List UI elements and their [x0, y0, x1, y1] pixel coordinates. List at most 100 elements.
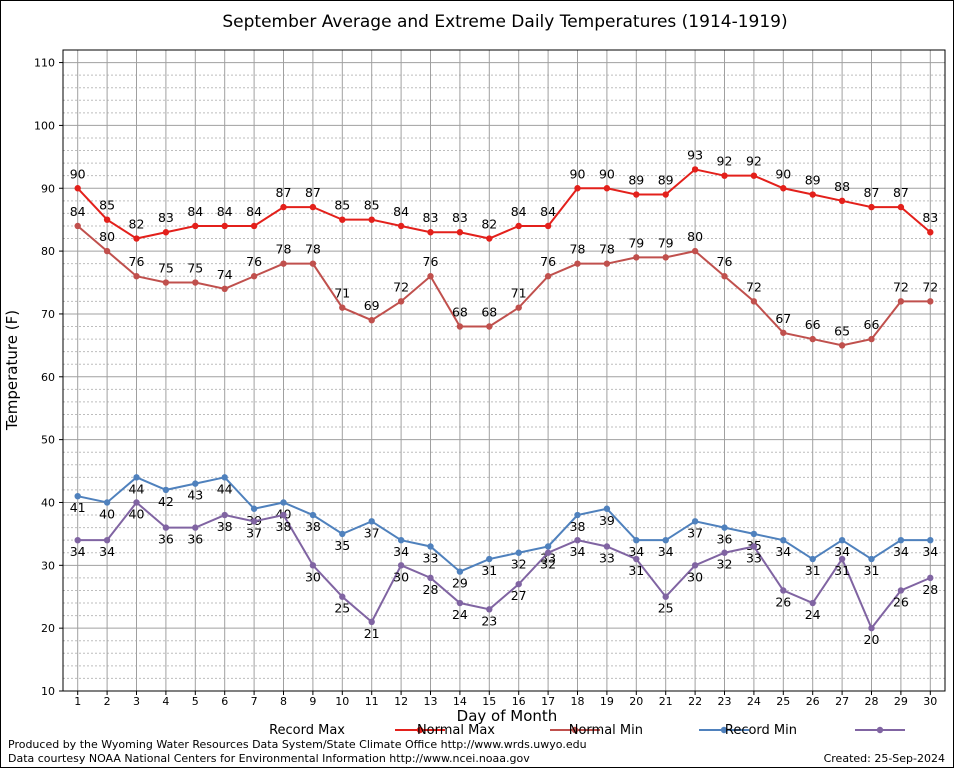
data-label: 90 — [570, 166, 586, 181]
data-label: 79 — [658, 235, 674, 250]
data-point — [809, 335, 816, 343]
data-label: 79 — [628, 235, 644, 250]
data-point — [309, 511, 317, 519]
data-label: 87 — [305, 185, 321, 200]
data-point — [633, 254, 640, 261]
data-point — [486, 555, 493, 563]
data-point — [868, 203, 875, 211]
x-tick-label: 28 — [865, 695, 879, 708]
data-point — [397, 536, 405, 544]
data-label: 38 — [217, 519, 233, 534]
x-tick-label: 9 — [309, 695, 316, 708]
data-label: 42 — [158, 494, 174, 509]
data-point — [927, 574, 934, 582]
data-point — [633, 555, 640, 563]
data-point — [162, 486, 170, 494]
series-line — [77, 476, 931, 573]
data-label: 87 — [893, 185, 909, 200]
data-point — [339, 304, 346, 311]
data-point — [750, 298, 758, 305]
data-point — [515, 580, 522, 588]
data-point — [574, 260, 581, 267]
data-label: 34 — [628, 544, 644, 559]
data-label: 33 — [540, 550, 556, 565]
data-label: 34 — [393, 544, 409, 559]
data-point — [133, 474, 140, 481]
x-axis-ticks: 1 2 3 4 5 6 7 8 9 10 11 12 13 14 15 16 17 18 19 20 21 22 23 24 2… — [74, 691, 937, 708]
series-record-max: 90 85 82 83 84 84 84 87 87 85 85 84 83 83 82 84 84 90 90 89… — [70, 147, 938, 242]
data-point — [721, 273, 728, 280]
data-point — [486, 606, 493, 613]
data-label: 36 — [187, 532, 203, 547]
x-tick-label: 11 — [365, 695, 379, 708]
data-label: 83 — [158, 210, 174, 225]
data-label: 32 — [540, 557, 556, 572]
data-label: 87 — [276, 185, 292, 200]
series-normal-min: 4140444243443940383537343329313233383934… — [70, 474, 938, 591]
data-label: 78 — [305, 242, 321, 257]
x-tick-label: 12 — [394, 695, 408, 708]
series-line — [76, 168, 931, 240]
data-point — [221, 511, 228, 519]
data-point — [339, 593, 346, 600]
data-point — [74, 222, 81, 230]
data-point — [309, 260, 317, 267]
data-label: 31 — [834, 563, 850, 578]
data-label: 34 — [834, 544, 850, 559]
data-point — [691, 562, 699, 569]
y-axis-title: Temperature (F) — [3, 310, 21, 431]
data-point — [691, 518, 699, 525]
data-label: 85 — [334, 198, 350, 213]
data-point — [133, 273, 140, 280]
x-tick-label: 19 — [600, 695, 614, 708]
data-label: 23 — [481, 613, 497, 628]
x-tick-label: 3 — [133, 695, 140, 708]
data-label: 33 — [599, 550, 615, 565]
data-label: 67 — [775, 311, 791, 326]
data-label: 84 — [511, 204, 527, 219]
data-point — [192, 279, 199, 286]
data-label: 75 — [158, 261, 174, 276]
y-tick-label: 10 — [41, 685, 55, 698]
data-label: 87 — [864, 185, 880, 200]
data-point — [838, 342, 846, 349]
x-tick-label: 13 — [424, 695, 438, 708]
legend-label: Normal Max — [417, 723, 495, 738]
x-tick-label: 29 — [894, 695, 908, 708]
data-point — [662, 593, 669, 600]
x-tick-label: 18 — [571, 695, 585, 708]
data-point — [133, 235, 140, 242]
data-label: 83 — [423, 210, 439, 225]
data-label: 76 — [540, 254, 556, 269]
data-point — [691, 166, 699, 173]
x-tick-label: 21 — [659, 695, 673, 708]
data-point — [162, 524, 170, 531]
footer-created-date: Created: 25-Sep-2024 — [824, 752, 945, 765]
data-label: 89 — [628, 173, 644, 188]
x-tick-label: 14 — [453, 695, 467, 708]
data-point — [368, 518, 375, 525]
x-tick-label: 24 — [747, 695, 761, 708]
data-point — [456, 323, 464, 330]
data-point — [74, 185, 81, 192]
x-tick-label: 27 — [835, 695, 849, 708]
data-point — [721, 172, 728, 179]
data-point — [897, 587, 905, 594]
data-point — [486, 323, 493, 330]
y-tick-label: 70 — [41, 308, 55, 321]
data-point — [838, 555, 846, 563]
data-point — [103, 499, 111, 506]
data-point — [603, 185, 611, 192]
data-label: 24 — [805, 607, 821, 622]
data-label: 90 — [775, 166, 791, 181]
x-tick-label: 8 — [280, 695, 287, 708]
y-axis-ticks: 10 20 30 40 50 60 70 80 90 100 110 — [34, 57, 63, 698]
data-label: 33 — [746, 550, 762, 565]
data-label: 83 — [922, 210, 938, 225]
data-label: 32 — [511, 557, 527, 572]
data-label: 30 — [687, 569, 703, 584]
plot-area-frame — [62, 49, 946, 692]
